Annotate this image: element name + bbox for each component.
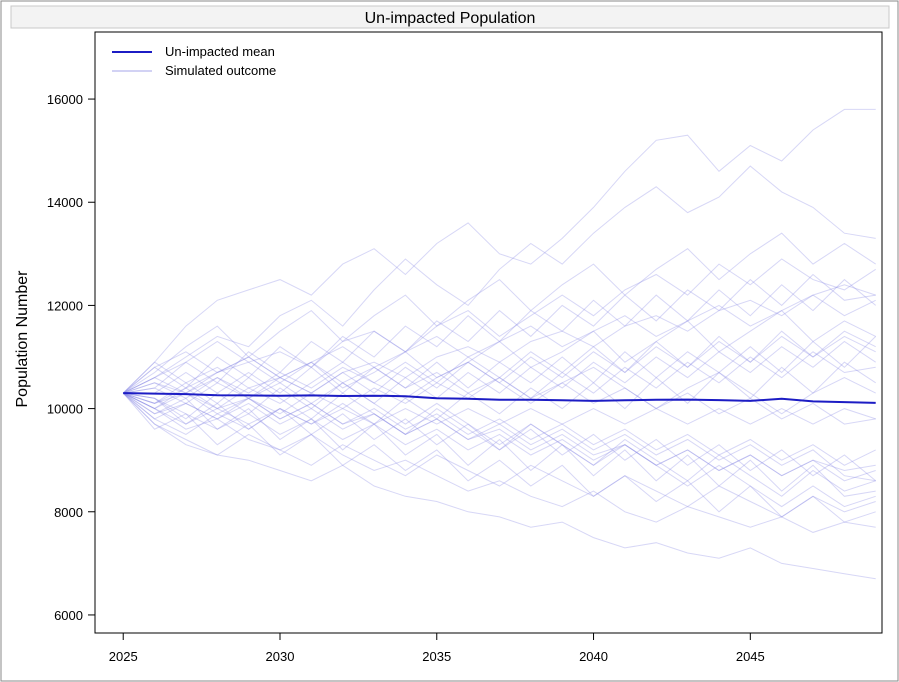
y-axis: 6000 8000 10000 12000 14000 16000 [47, 92, 95, 623]
simulated-outcome-line-30 [123, 284, 876, 410]
mean-line [123, 392, 876, 404]
simulated-outcome-line-18 [122, 392, 876, 518]
plot-box [94, 31, 883, 634]
simulated-outcome-line-3 [122, 165, 876, 394]
simulated-outcome-line-6 [123, 387, 876, 482]
x-tick-label-2030: 2030 [266, 649, 295, 664]
y-tick-label-14000: 14000 [47, 195, 83, 210]
y-tick-label-12000: 12000 [47, 298, 83, 313]
x-tick-label-2035: 2035 [422, 649, 451, 664]
simulated-outcome-line-1 [122, 108, 876, 394]
simulated-outcome-line-12 [122, 232, 876, 394]
title-band [10, 5, 890, 29]
x-axis: 2025 2030 2035 2040 2045 [109, 633, 765, 664]
simulated-outcome-line-14 [123, 392, 876, 477]
y-axis-label: Population Number [14, 270, 31, 408]
simulated-outcome-line-7 [122, 278, 877, 394]
y-tick-label-8000: 8000 [54, 505, 83, 520]
simulated-outcome-line-15 [123, 330, 876, 399]
simulated-outcome-line-8 [122, 392, 876, 497]
simulated-outcome-line-4 [122, 392, 876, 533]
simulated-outcome-line-17 [123, 361, 876, 415]
simulated-outcomes [122, 108, 877, 580]
y-tick-label-16000: 16000 [47, 92, 83, 107]
simulated-outcome-line-21 [122, 377, 876, 466]
simulated-outcome-line-19 [122, 361, 876, 497]
chart-title: Un-impacted Population [365, 10, 536, 27]
simulated-outcome-line-10 [123, 340, 876, 420]
legend-label-mean: Un-impacted mean [165, 44, 275, 59]
mean-series [123, 392, 876, 404]
simulated-outcome-line-22 [122, 392, 876, 482]
x-tick-label-2045: 2045 [736, 649, 765, 664]
simulated-outcome-line-20 [122, 294, 876, 410]
legend-label-simulated: Simulated outcome [165, 63, 276, 78]
simulated-outcome-line-26 [122, 392, 876, 425]
y-tick-label-10000: 10000 [47, 402, 83, 417]
simulated-outcome-line-16 [122, 361, 876, 435]
simulated-outcome-line-29 [122, 340, 876, 508]
x-tick-label-2040: 2040 [579, 649, 608, 664]
plot-area [122, 108, 877, 580]
y-tick-label-6000: 6000 [54, 608, 83, 623]
simulated-outcome-line-28 [122, 351, 876, 420]
legend: Un-impacted mean Simulated outcome [112, 44, 276, 78]
simulated-outcome-line-2 [122, 392, 876, 580]
simulated-outcome-line-25 [122, 351, 876, 425]
simulated-outcome-line-5 [123, 258, 876, 394]
simulated-outcome-line-11 [122, 392, 876, 523]
simulated-outcome-line-9 [123, 273, 876, 394]
simulated-outcome-line-13 [122, 309, 876, 410]
simulated-outcome-line-23 [123, 336, 877, 394]
simulated-outcome-line-27 [123, 330, 876, 404]
simulated-outcome-line-24 [123, 392, 877, 482]
x-tick-label-2025: 2025 [109, 649, 138, 664]
